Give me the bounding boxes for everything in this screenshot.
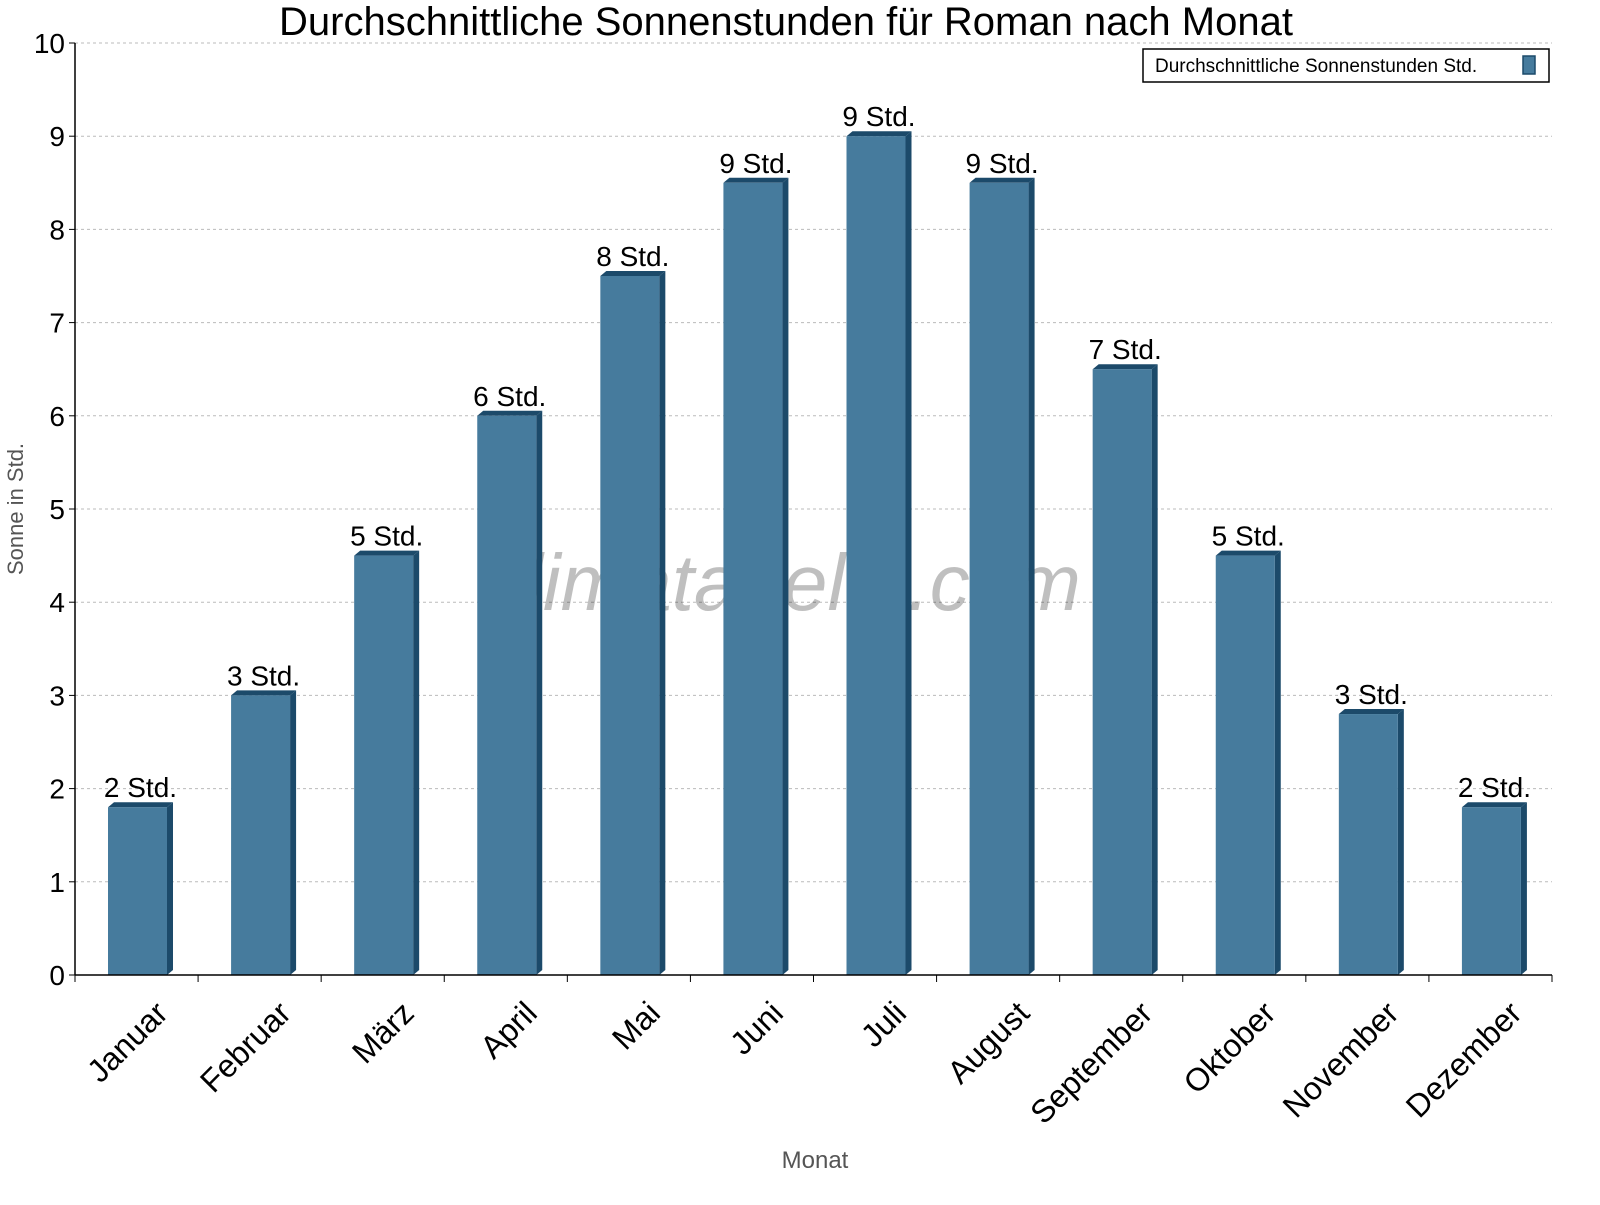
bar-side bbox=[167, 802, 173, 975]
y-tick-label: 8 bbox=[49, 214, 65, 245]
x-tick-label: August bbox=[940, 995, 1036, 1091]
y-tick-label: 6 bbox=[49, 401, 65, 432]
data-label: 9 Std. bbox=[719, 148, 792, 179]
bar-top bbox=[1215, 550, 1281, 556]
data-label: 5 Std. bbox=[1212, 521, 1285, 552]
data-label: 9 Std. bbox=[965, 148, 1038, 179]
y-tick-label: 3 bbox=[49, 680, 65, 711]
bar bbox=[846, 136, 906, 975]
chart-title: Durchschnittliche Sonnenstunden für Roma… bbox=[279, 0, 1293, 44]
x-tick-label: April bbox=[473, 995, 544, 1066]
data-label: 3 Std. bbox=[227, 660, 300, 691]
y-tick-label: 7 bbox=[49, 308, 65, 339]
bar bbox=[723, 182, 783, 976]
bar-side bbox=[1397, 709, 1404, 975]
bar-top bbox=[723, 177, 789, 183]
bar bbox=[1215, 555, 1275, 975]
x-tick-label: November bbox=[1276, 994, 1406, 1124]
bar bbox=[1461, 807, 1521, 975]
y-tick-label: 10 bbox=[34, 28, 65, 59]
bar bbox=[477, 415, 537, 975]
bar-top bbox=[846, 131, 912, 137]
x-tick-label: Dezember bbox=[1399, 994, 1529, 1124]
data-label: 5 Std. bbox=[350, 521, 423, 552]
data-label: 8 Std. bbox=[596, 241, 669, 272]
y-axis-label: Sonne in Std. bbox=[3, 443, 28, 575]
y-tick-label: 2 bbox=[49, 774, 65, 805]
bar-top bbox=[969, 177, 1035, 183]
y-tick-label: 5 bbox=[49, 494, 65, 525]
bar-side bbox=[1151, 364, 1158, 975]
bar-side bbox=[659, 271, 666, 975]
x-tick-label: September bbox=[1023, 994, 1159, 1130]
bar-side bbox=[782, 177, 789, 976]
bar bbox=[600, 276, 660, 975]
bar-top bbox=[600, 271, 666, 276]
bar-side bbox=[1520, 802, 1527, 975]
x-tick-label: Juli bbox=[854, 995, 913, 1054]
x-tick-label: Mai bbox=[605, 995, 667, 1057]
bar-side bbox=[1274, 550, 1281, 975]
bar-top bbox=[1092, 364, 1158, 370]
y-tick-label: 1 bbox=[49, 867, 65, 898]
bar-side bbox=[413, 550, 420, 975]
bar-side bbox=[1028, 177, 1035, 976]
bar-top bbox=[1338, 709, 1404, 715]
bar-top bbox=[231, 690, 297, 696]
data-label: 6 Std. bbox=[473, 381, 546, 412]
bar-side bbox=[290, 690, 297, 975]
bar bbox=[108, 807, 167, 975]
data-label: 2 Std. bbox=[1458, 772, 1531, 803]
x-tick-label: März bbox=[345, 995, 421, 1071]
bar-top bbox=[477, 410, 543, 416]
legend-swatch bbox=[1522, 55, 1536, 75]
x-tick-label: Juni bbox=[723, 995, 790, 1062]
data-label: 7 Std. bbox=[1089, 334, 1162, 365]
x-tick-label: Februar bbox=[193, 994, 298, 1099]
y-tick-label: 0 bbox=[49, 960, 65, 991]
legend: Durchschnittliche Sonnenstunden Std. bbox=[1142, 48, 1550, 83]
x-axis-label: Monat bbox=[782, 1147, 849, 1174]
data-label: 3 Std. bbox=[1335, 679, 1408, 710]
x-tick-label: Oktober bbox=[1176, 994, 1282, 1100]
legend-label: Durchschnittliche Sonnenstunden Std. bbox=[1155, 56, 1477, 77]
bar bbox=[1338, 714, 1398, 975]
bar-side bbox=[905, 131, 912, 975]
bar bbox=[969, 182, 1029, 976]
x-tick-label: Januar bbox=[80, 994, 175, 1089]
y-tick-label: 4 bbox=[49, 587, 65, 618]
bar bbox=[1092, 369, 1152, 975]
bar bbox=[231, 695, 291, 975]
legend-box bbox=[1142, 48, 1550, 83]
bar bbox=[354, 555, 414, 975]
bar-side bbox=[536, 410, 543, 975]
bar-top bbox=[108, 802, 173, 808]
data-label: 9 Std. bbox=[842, 101, 915, 132]
bar-top bbox=[1461, 802, 1527, 808]
y-tick-label: 9 bbox=[49, 121, 65, 152]
bar-top bbox=[354, 550, 420, 556]
data-label: 2 Std. bbox=[104, 772, 177, 803]
